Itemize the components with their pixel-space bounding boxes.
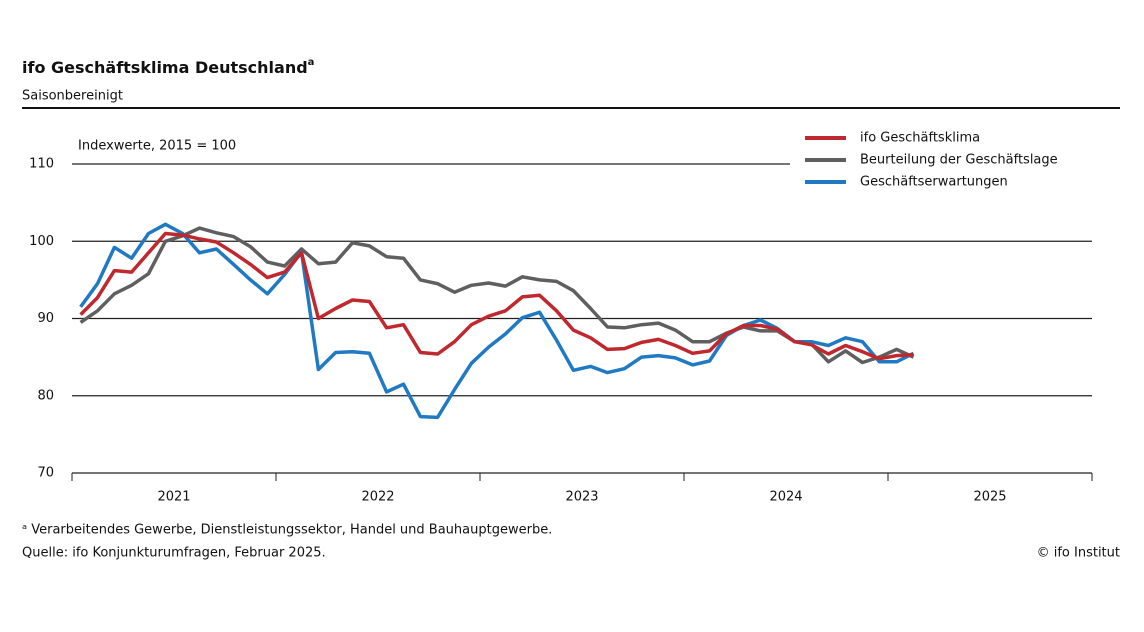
legend-label: ifo Geschäftsklima [860, 131, 980, 146]
x-tick-label: 2025 [973, 490, 1006, 505]
legend-label: Beurteilung der Geschäftslage [860, 153, 1058, 168]
y-tick-label: 100 [29, 234, 54, 249]
chart-title: ifo Geschäftsklima Deutschlanda [22, 57, 314, 77]
series-line [79, 231, 914, 361]
series-line [79, 226, 915, 365]
title-text: ifo Geschäftsklima Deutschland [22, 58, 308, 77]
x-tick-label: 2022 [361, 490, 394, 505]
x-tick-label: 2024 [769, 490, 802, 505]
series-line [79, 222, 915, 420]
annotation: Indexwerte, 2015 = 100 [78, 139, 236, 154]
x-tick-label: 2021 [157, 490, 190, 505]
subtitle: Saisonbereinigt [22, 89, 123, 104]
credit: © ifo Institut [1037, 546, 1120, 561]
y-tick-label: 90 [37, 311, 54, 326]
x-tick-label: 2023 [565, 490, 598, 505]
legend-label: Geschäftserwartungen [860, 175, 1008, 190]
y-tick-label: 80 [37, 388, 54, 403]
source: Quelle: ifo Konjunkturumfragen, Februar … [22, 546, 326, 561]
footnote: ᵃ Verarbeitendes Gewerbe, Dienstleistung… [22, 523, 552, 538]
title-note: a [308, 57, 315, 68]
y-tick-label: 110 [29, 157, 54, 172]
y-tick-label: 70 [37, 466, 54, 481]
